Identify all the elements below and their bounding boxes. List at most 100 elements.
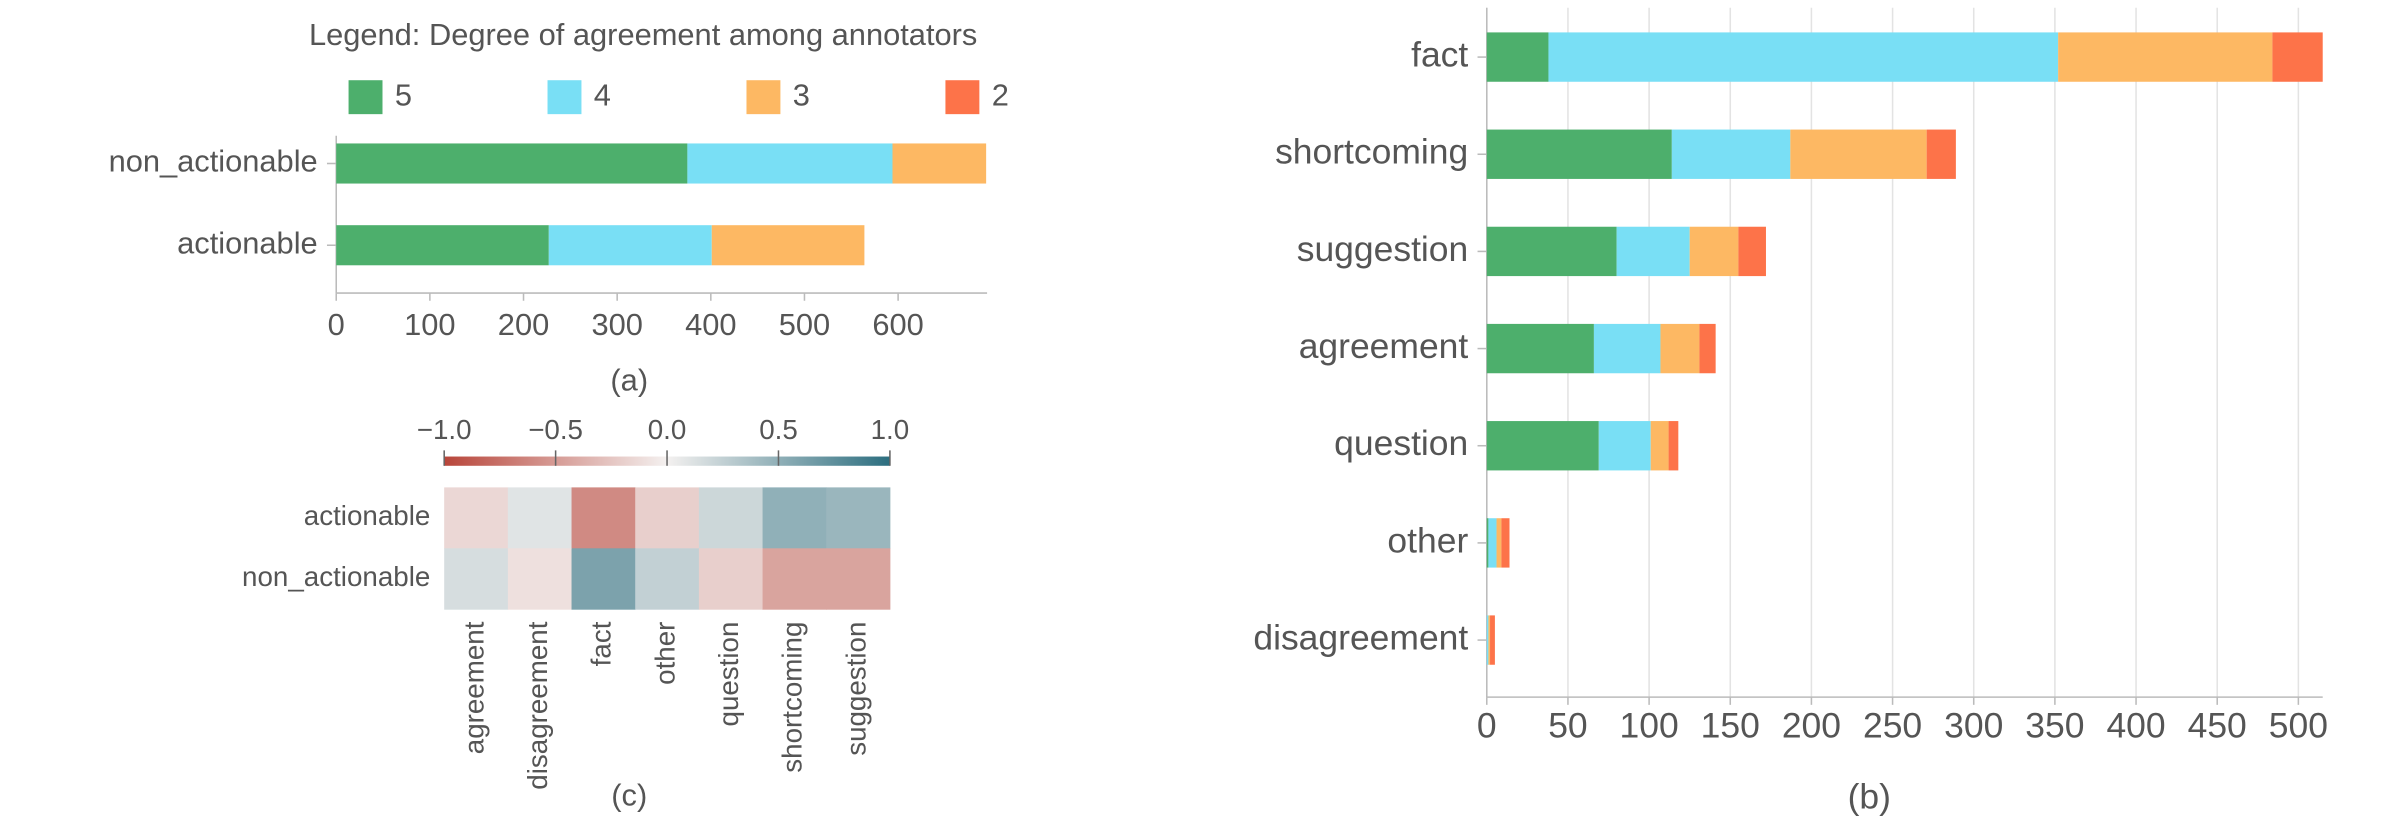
bar-segment [1699,323,1716,374]
colorbar-tick-label: 1.0 [871,414,910,445]
x-tick-label: 0 [1477,705,1497,745]
heatmap-cell [698,548,764,610]
bar-segment [1548,32,2059,82]
bar-segment [1689,226,1739,277]
x-tick-label: 250 [1863,705,1922,745]
bar-segment [2272,32,2323,82]
bar-segment [1488,518,1497,568]
x-tick-label: 500 [779,307,830,342]
bar-segment [1486,615,1489,665]
bar-segment [1668,421,1679,471]
heatmap-cell [762,487,827,549]
bar-segment [1738,226,1766,277]
legend-label: 3 [793,77,810,112]
caption: (a) [610,363,648,398]
bar-segment [1486,32,1549,82]
bar-segment [1496,518,1502,568]
column-label: shortcoming [777,622,808,773]
colorbar-tick-label: −1.0 [417,414,472,445]
bar-segment [1486,518,1489,568]
heatmap-cell [444,487,509,549]
heatmap-cell [571,487,636,549]
colorbar-tick-label: 0.0 [648,414,687,445]
x-tick-label: 500 [2269,705,2328,745]
x-tick-label: 400 [685,307,736,342]
heatmap-cell [826,548,891,610]
x-tick-label: 450 [2188,705,2247,745]
bar-segment [1486,421,1599,471]
legend-swatch [746,80,781,115]
bar-segment [1486,323,1594,374]
bar-segment [1790,129,1927,179]
y-tick-label: question [1334,423,1468,463]
x-tick-label: 600 [872,307,923,342]
y-tick-label: fact [1411,34,1468,74]
caption: (c) [611,778,647,813]
legend-swatch [945,80,980,115]
legend-swatch [348,80,383,115]
bar-segment [1616,226,1690,277]
bar-segment [1593,323,1661,374]
x-tick-label: 200 [1782,705,1841,745]
legend-label: 5 [395,77,412,112]
column-label: suggestion [840,622,871,756]
bar-segment [1490,615,1495,665]
x-tick-label: 200 [498,307,549,342]
heatmap-cell [571,548,636,610]
bar-segment [711,225,865,266]
x-tick-label: 100 [1620,705,1679,745]
bar-segment [1660,323,1700,374]
y-tick-label: suggestion [1297,229,1469,269]
bar-segment [1671,129,1791,179]
x-tick-label: 400 [2106,705,2165,745]
heatmap-cell [698,487,764,549]
y-tick-label: non_actionable [109,144,318,179]
bar-segment [1598,421,1651,471]
x-tick-label: 50 [1548,705,1587,745]
bar-segment [1501,518,1510,568]
legend-label: 4 [594,77,611,112]
column-label: fact [586,621,617,666]
bar-segment [548,225,712,266]
legend-swatch [547,80,582,115]
heatmap-cell [826,487,891,549]
legend-title: Legend: Degree of agreement among annota… [309,17,977,52]
colorbar-tick-label: 0.5 [759,414,798,445]
caption: (b) [1848,776,1891,816]
x-tick-label: 300 [1944,705,2003,745]
column-label: disagreement [522,621,553,789]
row-label: actionable [304,500,431,531]
bar-segment [892,143,987,184]
y-tick-label: agreement [1299,326,1469,366]
x-tick-label: 150 [1701,705,1760,745]
column-label: other [649,622,680,685]
bar-segment [1926,129,1956,179]
bar-segment [1486,226,1617,277]
column-label: question [713,622,744,727]
x-tick-label: 100 [404,307,455,342]
bar-segment [2058,32,2273,82]
legend-label: 2 [992,77,1009,112]
x-tick-label: 300 [591,307,642,342]
y-tick-label: other [1387,520,1468,560]
y-tick-label: shortcoming [1275,132,1468,172]
bar-segment [336,225,549,266]
heatmap-cell [635,487,700,549]
row-label: non_actionable [242,561,430,592]
heatmap-cell [507,487,572,549]
colorbar-tick-label: −0.5 [528,414,583,445]
bar-segment [687,143,893,184]
y-tick-label: actionable [177,225,318,260]
bar-segment [336,143,688,184]
heatmap-cell [635,548,700,610]
heatmap-cell [507,548,572,610]
y-tick-label: disagreement [1253,617,1468,657]
heatmap-cell [444,548,509,610]
bar-segment [1486,129,1672,179]
heatmap-cell [762,548,827,610]
bar-segment [1650,421,1669,471]
x-tick-label: 350 [2025,705,2084,745]
bar-segment [1488,615,1491,665]
x-tick-label: 0 [328,307,345,342]
